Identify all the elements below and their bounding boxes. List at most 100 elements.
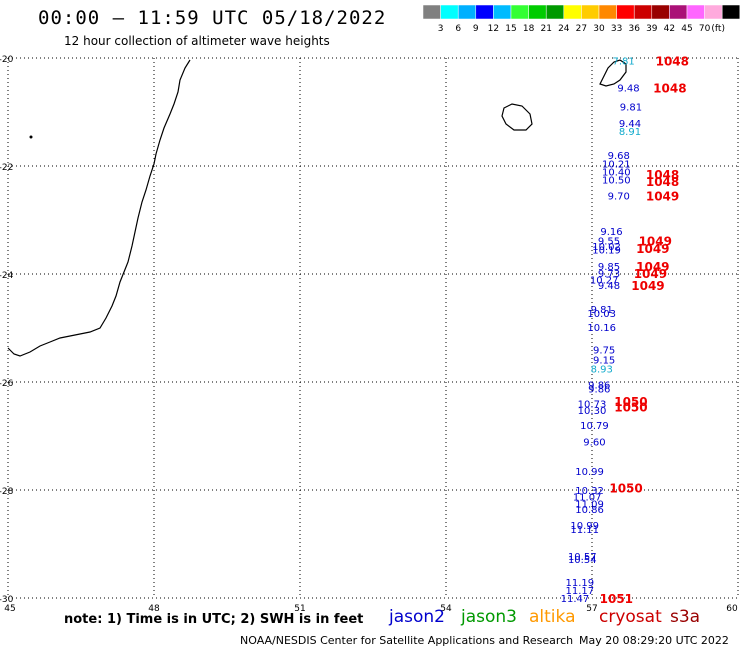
- wave-height-label: 10.30: [578, 406, 607, 417]
- satellite-cryosat: cryosat: [599, 607, 662, 627]
- legend-tick-label: 3: [438, 24, 444, 34]
- wave-height-label: 10.27: [590, 275, 619, 286]
- pressure-label: 1049: [634, 267, 667, 281]
- wave-height-label: 10.57: [568, 552, 597, 563]
- pressure-label: 1050: [609, 481, 642, 495]
- legend-unit: (ft): [711, 24, 725, 34]
- satellite-jason2: jason2: [389, 607, 445, 627]
- map-grid: [7, 57, 739, 599]
- wave-height-label: 8.93: [591, 365, 613, 376]
- pressure-label: 1049: [631, 279, 664, 293]
- legend-tick-label: 70: [699, 24, 711, 34]
- wave-height-label: 10.21: [602, 159, 631, 170]
- wave-height-label: 9.16: [600, 227, 622, 238]
- wave-height-label: 10.50: [602, 176, 631, 187]
- credit-text: NOAA/NESDIS Center for Satellite Applica…: [240, 634, 574, 647]
- wave-height-label: 10.99: [570, 521, 599, 532]
- pressure-label: 1048: [656, 55, 689, 69]
- satellite-altika: altika: [529, 607, 576, 627]
- reunion-island: [501, 103, 533, 131]
- wave-height-label: 10.02: [592, 242, 621, 253]
- coastline: [7, 59, 627, 357]
- legend-tick-label: 18: [523, 24, 535, 34]
- wave-height-label: 10.99: [575, 467, 604, 478]
- latitude-tick-label: -24: [0, 271, 14, 281]
- longitude-tick-label: 60: [726, 604, 738, 614]
- wave-height-label: 9.48: [598, 281, 620, 292]
- wave-height-label: 9.15: [593, 355, 615, 366]
- map-subtitle: 12 hour collection of altimeter wave hei…: [64, 34, 330, 48]
- satellite-jason3: jason3: [461, 607, 517, 627]
- wave-height-label: 9.81: [591, 305, 613, 316]
- map-title: 00:00 – 11:59 UTC 05/18/2022: [38, 7, 387, 29]
- pressure-labels: 1048104810481048104910491049104910491049…: [600, 55, 689, 606]
- wave-height-label: 9.44: [619, 119, 641, 130]
- wave-height-label: 10.03: [587, 309, 616, 320]
- wave-height-label: 9.86: [588, 384, 610, 395]
- wave-height-label: 9.55: [598, 237, 620, 248]
- wave-height-label: 9.73: [598, 269, 620, 280]
- wave-height-label: 7.81: [613, 57, 635, 68]
- legend-tick-label: 15: [505, 24, 516, 34]
- longitude-tick-label: 54: [440, 604, 452, 614]
- legend-tick-label: 30: [593, 24, 605, 34]
- satellite-s3a: s3a: [670, 607, 701, 627]
- wave-height-label: 9.81: [620, 103, 642, 114]
- legend-tick-label: 6: [455, 24, 461, 34]
- legend-tick-label: 27: [576, 24, 587, 34]
- wave-height-label: 9.60: [583, 437, 605, 448]
- latitude-tick-label: -20: [0, 55, 14, 65]
- longitude-tick-label: 57: [586, 604, 597, 614]
- latitude-tick-label: -22: [0, 163, 13, 173]
- legend-tick-label: 45: [681, 24, 692, 34]
- small-islet: [29, 135, 33, 139]
- wave-height-label: 9.70: [608, 192, 630, 203]
- legend-tick-label: 36: [628, 24, 640, 34]
- pressure-label: 1049: [646, 190, 679, 204]
- wave-height-label: 10.73: [578, 400, 607, 411]
- wave-height-label: 9.68: [608, 151, 630, 162]
- wave-height-label: 10.79: [580, 421, 609, 432]
- wave-height-label: 11.47: [561, 594, 590, 605]
- longitude-tick-label: 51: [294, 604, 305, 614]
- wave-height-label: 9.48: [617, 84, 639, 95]
- wave-height-label: 10.54: [568, 555, 597, 566]
- pressure-label: 1049: [639, 235, 672, 249]
- footer-note: note: 1) Time is in UTC; 2) SWH is in fe…: [64, 612, 364, 627]
- wave-height-label: 11.19: [566, 578, 595, 589]
- longitude-tick-label: 48: [148, 604, 160, 614]
- longitude-tick-label: 45: [4, 604, 15, 614]
- wave-height-label: 10.86: [575, 505, 604, 516]
- generated-timestamp: May 20 08:29:20 UTC 2022: [579, 634, 729, 647]
- wave-height-label: 9.86: [588, 381, 610, 392]
- wave-height-label: 11.17: [566, 586, 595, 597]
- wave-height-label: 8.91: [619, 127, 641, 138]
- wave-height-label: 9.85: [598, 262, 620, 273]
- latitude-tick-label: -28: [0, 487, 14, 497]
- wave-height-label: 11.11: [570, 525, 599, 536]
- legend-tick-label: 12: [488, 24, 499, 34]
- pressure-label: 1051: [600, 592, 633, 606]
- pressure-label: 1048: [646, 168, 679, 182]
- wave-height-label: 10.16: [587, 323, 616, 334]
- wave-height-label: 10.32: [575, 486, 604, 497]
- latitude-tick-label: -30: [0, 595, 14, 605]
- pressure-label: 1048: [653, 82, 686, 96]
- pressure-label: 1049: [636, 242, 669, 256]
- latitude-tick-label: -26: [0, 379, 14, 389]
- pressure-label: 1049: [636, 260, 669, 274]
- pressure-label: 1048: [646, 175, 679, 189]
- wave-height-label: 11.09: [575, 500, 604, 511]
- mauritius-island: [599, 59, 627, 87]
- wave-height-label: 9.75: [593, 346, 615, 357]
- madagascar-coastline: [7, 59, 191, 357]
- color-scale-legend: 3 6 9 12 15 18 21 24 27 30 33 36 39 42 45 70 (ft): [422, 5, 740, 34]
- legend-tick-label: 21: [540, 24, 551, 34]
- legend-tick-label: 9: [473, 24, 479, 34]
- legend-tick-label: 24: [558, 24, 570, 34]
- legend-tick-label: 39: [646, 24, 658, 34]
- wave-height-label: 10.19: [592, 246, 621, 257]
